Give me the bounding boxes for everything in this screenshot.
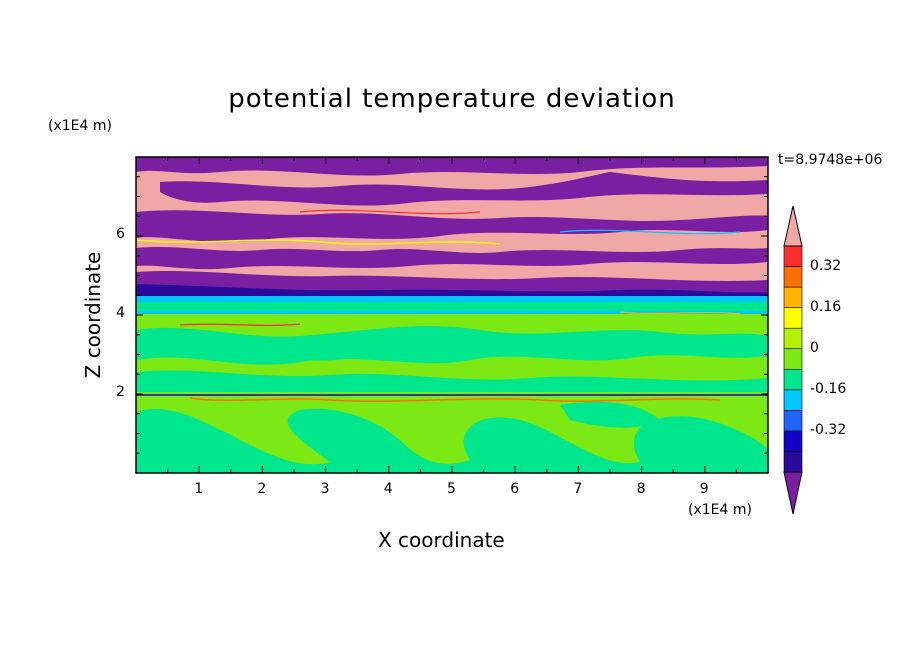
colorbar <box>783 205 803 515</box>
fringe <box>299 209 481 215</box>
colorbar-box <box>783 410 803 432</box>
streak <box>136 210 768 242</box>
colorbar-box <box>783 451 803 473</box>
streak <box>136 271 768 294</box>
layer-band-line <box>136 311 768 314</box>
colorbar-extend-low <box>783 471 803 515</box>
streak <box>136 247 768 270</box>
y-unit-label: (x1E4 m) <box>48 118 112 134</box>
fringe <box>559 229 741 235</box>
colorbar-label: 0 <box>810 339 819 356</box>
timestamp: t=8.9748e+06 <box>778 152 883 168</box>
colorbar-box <box>783 286 803 308</box>
blob <box>136 370 768 392</box>
x-axis-label: X coordinate <box>378 528 505 552</box>
y-axis-label: Z coordinate <box>81 251 105 379</box>
fringe <box>179 323 301 327</box>
layer-band-cyan <box>136 294 768 302</box>
colorbar-box <box>783 327 803 350</box>
colorbar-box <box>783 430 803 452</box>
x-tick-label: 8 <box>636 481 646 497</box>
colorbar-box <box>783 348 803 370</box>
colorbar-label: -0.16 <box>810 380 847 397</box>
axis-ticks <box>136 157 768 473</box>
plot-area <box>136 157 768 473</box>
x-tick-label: 6 <box>510 481 520 497</box>
colorbar-extend-high <box>783 205 803 247</box>
blob <box>136 408 768 473</box>
colorbar-box <box>783 307 803 329</box>
blob <box>250 341 360 361</box>
colorbar-box <box>783 266 803 288</box>
x-tick-label: 1 <box>194 481 204 497</box>
x-tick-label: 7 <box>573 481 583 497</box>
colorbar-label: 0.32 <box>810 257 842 274</box>
x-tick-label: 2 <box>257 481 267 497</box>
colorbar-label: 0.16 <box>810 298 842 315</box>
fringe <box>619 311 741 315</box>
fringe <box>136 239 501 245</box>
streak <box>136 157 768 176</box>
y-tick-label: 2 <box>116 384 125 400</box>
fringe <box>189 397 721 402</box>
y-tick-label: 4 <box>116 305 125 321</box>
streak <box>160 172 768 206</box>
blob <box>560 401 660 428</box>
x-tick-label: 9 <box>699 481 709 497</box>
colorbar-box <box>783 389 803 411</box>
x-tick-label: 3 <box>320 481 330 497</box>
colorbar-box <box>783 368 803 391</box>
x-tick-label: 4 <box>383 481 393 497</box>
y-tick-label: 6 <box>116 226 125 242</box>
x-unit-label: (x1E4 m) <box>688 502 752 518</box>
chart-title: potential temperature deviation <box>228 84 676 114</box>
streak <box>136 284 768 296</box>
x-tick-label: 5 <box>447 481 456 497</box>
colorbar-box <box>783 245 803 267</box>
colorbar-label: -0.32 <box>810 421 847 438</box>
blob <box>180 426 250 462</box>
